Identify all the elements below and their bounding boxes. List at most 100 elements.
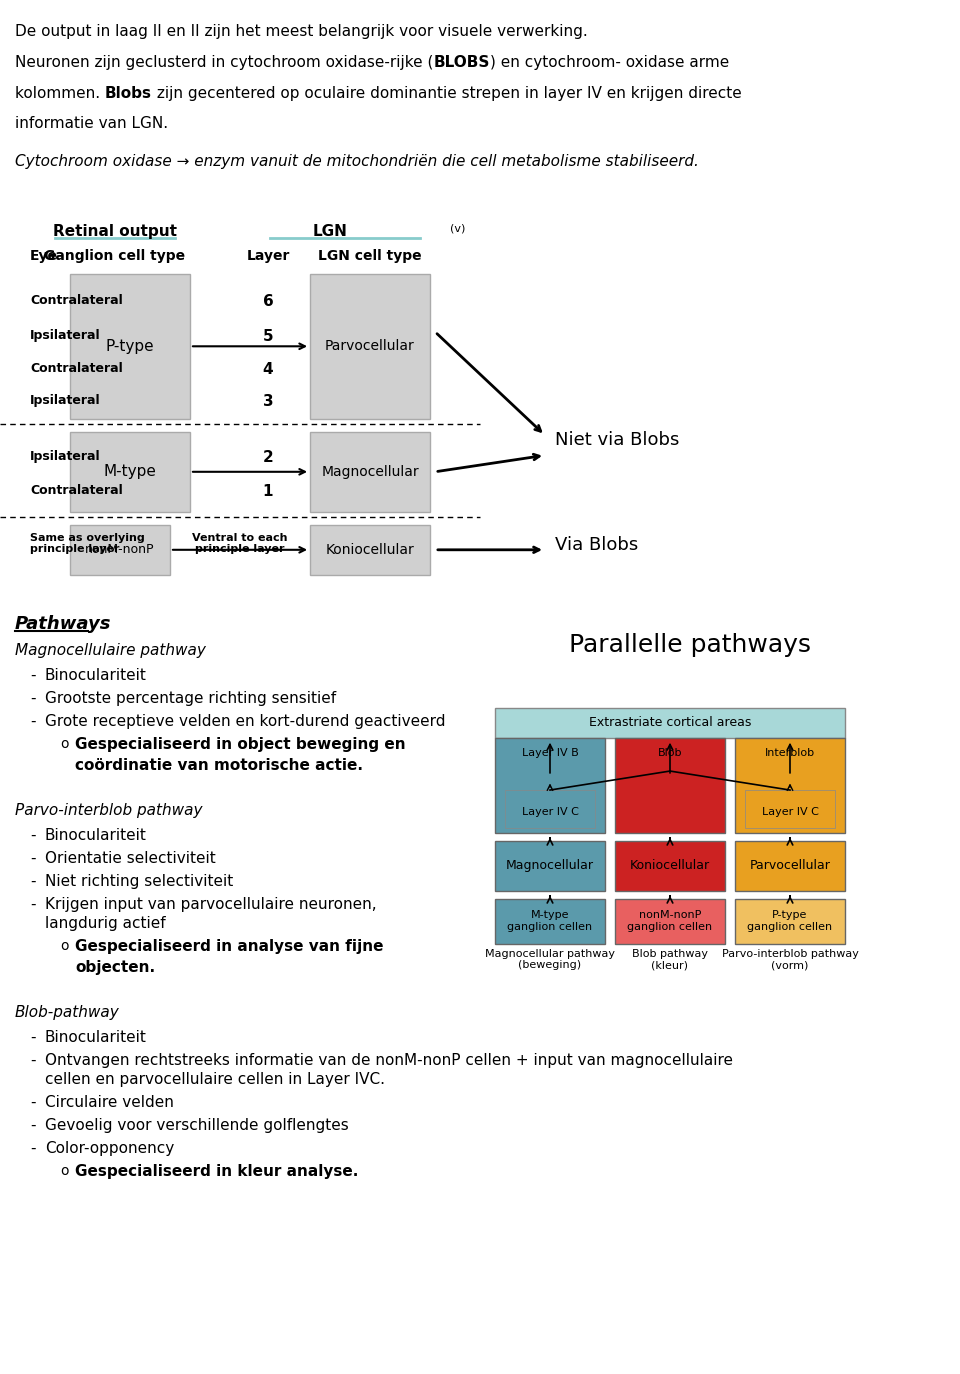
- Text: Same as overlying
principle layer: Same as overlying principle layer: [30, 533, 145, 554]
- Text: o: o: [60, 938, 68, 952]
- Text: Extrastriate cortical areas: Extrastriate cortical areas: [588, 716, 751, 730]
- Text: -: -: [30, 897, 36, 912]
- Text: Gespecialiseerd in object beweging en: Gespecialiseerd in object beweging en: [75, 736, 406, 752]
- Text: Parvocellular: Parvocellular: [750, 859, 830, 872]
- Text: (v): (v): [450, 224, 466, 234]
- Text: Pathways: Pathways: [15, 614, 111, 633]
- Text: Magnocellular pathway
(beweging): Magnocellular pathway (beweging): [485, 949, 615, 970]
- Text: Parvo-interblob pathway
(vorm): Parvo-interblob pathway (vorm): [722, 949, 858, 970]
- Text: Parvocellular: Parvocellular: [325, 339, 415, 353]
- Text: Blobs: Blobs: [105, 85, 152, 100]
- Bar: [615, 738, 725, 833]
- Text: BLOBS: BLOBS: [433, 55, 490, 70]
- Text: -: -: [30, 874, 36, 889]
- Bar: [615, 841, 725, 890]
- Text: 2: 2: [263, 449, 274, 464]
- Text: Gevoelig voor verschillende golflengtes: Gevoelig voor verschillende golflengtes: [45, 1118, 348, 1132]
- Text: Gespecialiseerd in kleur analyse.: Gespecialiseerd in kleur analyse.: [75, 1164, 358, 1179]
- Text: Contralateral: Contralateral: [30, 361, 123, 375]
- Bar: [310, 525, 430, 574]
- Text: Magnocellular: Magnocellular: [506, 859, 594, 872]
- Text: Binoculariteit: Binoculariteit: [45, 827, 147, 842]
- Text: 3: 3: [263, 394, 274, 409]
- Text: Niet richting selectiviteit: Niet richting selectiviteit: [45, 874, 233, 889]
- Bar: [735, 899, 845, 944]
- Text: Ontvangen rechtstreeks informatie van de nonM-nonP cellen + input van magnocellu: Ontvangen rechtstreeks informatie van de…: [45, 1052, 733, 1068]
- Bar: [70, 431, 190, 511]
- Text: Blob-pathway: Blob-pathway: [15, 1004, 120, 1020]
- Text: -: -: [30, 691, 36, 706]
- Text: M-type: M-type: [104, 464, 156, 480]
- Bar: [615, 899, 725, 944]
- Bar: [495, 841, 605, 890]
- Text: Color-opponency: Color-opponency: [45, 1140, 175, 1156]
- Text: Contralateral: Contralateral: [30, 294, 123, 306]
- Bar: [745, 790, 835, 827]
- Text: Eye: Eye: [30, 249, 58, 262]
- Text: Koniocellular: Koniocellular: [325, 543, 415, 556]
- Bar: [735, 841, 845, 890]
- Text: nonM-nonP
ganglion cellen: nonM-nonP ganglion cellen: [628, 911, 712, 932]
- Text: Ganglion cell type: Ganglion cell type: [44, 249, 185, 262]
- Text: -: -: [30, 1029, 36, 1044]
- Text: 5: 5: [263, 328, 274, 344]
- Text: zijn gecentered op oculaire dominantie strepen in layer IV en krijgen directe: zijn gecentered op oculaire dominantie s…: [152, 85, 742, 100]
- Text: Parvo-interblob pathway: Parvo-interblob pathway: [15, 802, 203, 818]
- Text: -: -: [30, 1095, 36, 1110]
- Text: -: -: [30, 1118, 36, 1132]
- Text: Parallelle pathways: Parallelle pathways: [569, 633, 811, 657]
- Text: cellen en parvocellulaire cellen in Layer IVC.: cellen en parvocellulaire cellen in Laye…: [45, 1072, 385, 1087]
- Text: coördinatie van motorische actie.: coördinatie van motorische actie.: [75, 758, 363, 772]
- Text: Neuronen zijn geclusterd in cytochroom oxidase-rijke (: Neuronen zijn geclusterd in cytochroom o…: [15, 55, 433, 70]
- Text: P-type: P-type: [106, 339, 155, 353]
- Bar: [505, 790, 595, 827]
- Text: Layer IV B: Layer IV B: [521, 747, 578, 758]
- Text: 6: 6: [263, 294, 274, 309]
- Text: Cytochroom oxidase → enzym vanuit de mitochondriën die cell metabolisme stabilis: Cytochroom oxidase → enzym vanuit de mit…: [15, 154, 699, 169]
- Text: Magnocellular: Magnocellular: [322, 464, 419, 478]
- Text: Grootste percentage richting sensitief: Grootste percentage richting sensitief: [45, 691, 336, 706]
- Text: Contralateral: Contralateral: [30, 484, 123, 497]
- Text: objecten.: objecten.: [75, 960, 156, 974]
- Text: Layer IV C: Layer IV C: [521, 807, 579, 818]
- Text: -: -: [30, 827, 36, 842]
- Text: Krijgen input van parvocellulaire neuronen,: Krijgen input van parvocellulaire neuron…: [45, 897, 376, 912]
- Text: M-type
ganglion cellen: M-type ganglion cellen: [508, 911, 592, 932]
- Text: De output in laag II en II zijn het meest belangrijk voor visuele verwerking.: De output in laag II en II zijn het mees…: [15, 23, 588, 38]
- Text: 4: 4: [263, 361, 274, 376]
- Bar: [735, 738, 845, 833]
- Text: nonM-nonP: nonM-nonP: [85, 543, 155, 556]
- Text: Orientatie selectiviteit: Orientatie selectiviteit: [45, 851, 216, 866]
- Bar: [70, 273, 190, 419]
- Text: Interblob: Interblob: [765, 747, 815, 758]
- Text: 1: 1: [263, 484, 274, 499]
- Bar: [310, 273, 430, 419]
- Text: -: -: [30, 851, 36, 866]
- Text: Layer IV C: Layer IV C: [761, 807, 819, 818]
- Text: LGN: LGN: [313, 224, 348, 239]
- Bar: [495, 738, 605, 833]
- Text: Binoculariteit: Binoculariteit: [45, 1029, 147, 1044]
- Text: LGN cell type: LGN cell type: [318, 249, 421, 262]
- Text: -: -: [30, 1052, 36, 1068]
- Text: Gespecialiseerd in analyse van fijne: Gespecialiseerd in analyse van fijne: [75, 938, 383, 954]
- Text: Ipsilateral: Ipsilateral: [30, 449, 101, 463]
- Bar: [310, 431, 430, 511]
- Text: Ipsilateral: Ipsilateral: [30, 328, 101, 342]
- Text: Blob pathway
(kleur): Blob pathway (kleur): [632, 949, 708, 970]
- Text: informatie van LGN.: informatie van LGN.: [15, 117, 168, 132]
- Text: Ventral to each
principle layer: Ventral to each principle layer: [192, 533, 288, 554]
- Text: o: o: [60, 736, 68, 750]
- Text: Niet via Blobs: Niet via Blobs: [555, 431, 680, 449]
- Text: P-type
ganglion cellen: P-type ganglion cellen: [748, 911, 832, 932]
- Text: Blob: Blob: [658, 747, 683, 758]
- Bar: [495, 899, 605, 944]
- Text: -: -: [30, 668, 36, 683]
- Text: Via Blobs: Via Blobs: [555, 536, 638, 554]
- Text: Circulaire velden: Circulaire velden: [45, 1095, 174, 1110]
- Bar: [70, 525, 170, 574]
- Text: Layer: Layer: [247, 249, 290, 262]
- Text: Koniocellular: Koniocellular: [630, 859, 710, 872]
- Text: Binoculariteit: Binoculariteit: [45, 668, 147, 683]
- Bar: [495, 708, 845, 738]
